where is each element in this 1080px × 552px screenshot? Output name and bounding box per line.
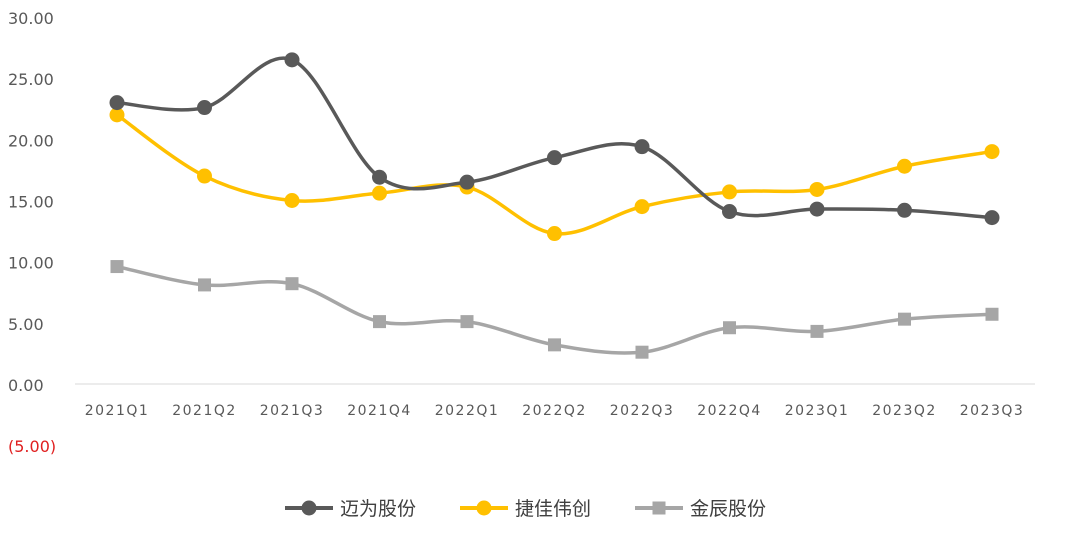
y-tick-label: (5.00) [8, 437, 56, 456]
data-point [198, 278, 211, 292]
data-point [548, 338, 561, 352]
y-axis: 30.00 25.00 20.00 15.00 10.00 5.00 0.00 (5.00) [8, 9, 56, 456]
x-tick-label: 2021Q4 [347, 403, 412, 419]
series-2 [109, 107, 1000, 242]
y-tick-label: 15.00 [8, 193, 54, 212]
legend-item: 金辰股份 [635, 498, 766, 520]
legend-marker [301, 500, 317, 516]
data-point [460, 315, 474, 329]
legend-item: 迈为股份 [285, 498, 416, 520]
x-tick-label: 2023Q1 [785, 403, 850, 419]
legend: 迈为股份 捷佳伟创 金辰股份 [285, 498, 766, 520]
data-point [897, 158, 912, 174]
series-line [115, 56, 994, 220]
data-point [634, 199, 650, 215]
data-point [197, 168, 212, 184]
data-point [722, 184, 737, 200]
x-axis: 2021Q1 2021Q2 2021Q3 2021Q4 2022Q1 2022Q2 2022… [85, 403, 1025, 419]
series-1 [109, 52, 1000, 226]
y-tick-label: 25.00 [8, 70, 54, 89]
data-point [459, 174, 475, 190]
data-point [284, 193, 300, 208]
data-point [635, 345, 649, 359]
data-point [723, 321, 736, 335]
legend-item: 捷佳伟创 [460, 498, 591, 520]
data-point [809, 201, 825, 217]
x-tick-label: 2022Q1 [435, 403, 500, 419]
x-tick-label: 2021Q1 [85, 403, 150, 419]
y-tick-label: 10.00 [8, 254, 54, 273]
y-tick-label: 0.00 [8, 376, 44, 395]
x-tick-label: 2021Q2 [172, 403, 237, 419]
data-point [898, 312, 911, 326]
data-point [985, 307, 999, 321]
y-tick-label: 20.00 [8, 131, 54, 150]
x-tick-label: 2022Q3 [610, 403, 675, 419]
data-point [372, 185, 387, 201]
data-point [547, 150, 562, 166]
x-tick-label: 2021Q3 [260, 403, 325, 419]
legend-marker [476, 500, 492, 516]
data-point [109, 95, 125, 111]
data-point [634, 139, 650, 155]
series-line [115, 113, 994, 236]
data-point [809, 181, 825, 197]
data-point [722, 204, 737, 220]
x-tick-label: 2023Q2 [872, 403, 937, 419]
legend-marker [652, 501, 666, 515]
y-tick-label: 5.00 [8, 315, 44, 334]
data-point [285, 277, 299, 291]
x-tick-label: 2022Q2 [522, 403, 587, 419]
data-point [984, 144, 1000, 160]
legend-label: 迈为股份 [340, 498, 416, 520]
legend-label: 捷佳伟创 [515, 498, 591, 520]
data-point [372, 169, 387, 185]
data-point [284, 52, 300, 68]
data-point [110, 260, 124, 274]
y-tick-label: 30.00 [8, 9, 54, 28]
data-point [897, 202, 912, 218]
series-layer [109, 52, 1000, 359]
data-point [547, 226, 562, 242]
data-point [109, 107, 125, 123]
data-point [373, 315, 386, 329]
legend-label: 金辰股份 [690, 498, 766, 520]
series-3 [110, 260, 999, 359]
data-point [984, 210, 1000, 226]
data-point [810, 324, 824, 338]
data-point [197, 100, 212, 116]
x-tick-label: 2023Q3 [960, 403, 1025, 419]
x-tick-label: 2022Q4 [697, 403, 762, 419]
